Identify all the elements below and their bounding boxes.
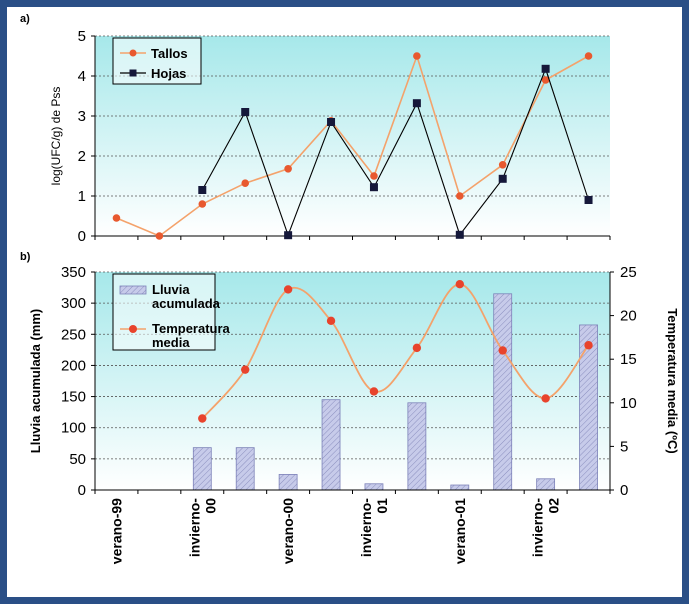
x-tick-label: 02 bbox=[546, 498, 562, 514]
series-temperatura-point bbox=[327, 317, 335, 325]
x-tick-label: verano-99 bbox=[109, 498, 125, 564]
plot-b-y2-tick-label: 5 bbox=[620, 438, 628, 455]
series-hojas-point bbox=[413, 99, 421, 107]
plot-b-y2-tick-label: 10 bbox=[620, 395, 637, 412]
plot-a-y-tick-label: 0 bbox=[78, 228, 86, 245]
x-tick-label: verano-01 bbox=[452, 498, 468, 564]
plot-b-x-tick-labels: verano-99 invierno- 00 verano-00 invierno- 01… bbox=[109, 498, 562, 565]
plot-a-y-tick-label: 5 bbox=[78, 28, 86, 45]
series-temperatura-point bbox=[370, 387, 378, 395]
series-temperatura-point bbox=[198, 414, 206, 422]
bar-lluvia bbox=[322, 400, 340, 490]
bar-lluvia bbox=[236, 448, 254, 490]
bar-lluvia bbox=[365, 484, 383, 490]
plot-b-y2-tick-label: 0 bbox=[620, 482, 628, 499]
panel-b-label: b) bbox=[20, 251, 31, 263]
plot-b-y2-tick-label: 15 bbox=[620, 351, 637, 368]
series-tallos-point bbox=[284, 165, 292, 173]
plot-b-y-tick-label: 250 bbox=[61, 326, 86, 343]
x-tick-label: verano-00 bbox=[280, 498, 296, 564]
bar-lluvia bbox=[193, 448, 211, 490]
series-tallos-point bbox=[198, 200, 206, 208]
series-tallos-point bbox=[456, 192, 464, 200]
series-temperatura-point bbox=[499, 346, 507, 354]
plot-a-y-tick-label: 4 bbox=[78, 68, 86, 85]
series-temperatura-point bbox=[541, 394, 549, 402]
x-tick-label: 00 bbox=[202, 498, 218, 514]
series-hojas-point bbox=[585, 196, 593, 204]
plot-b-y2-label: Temperatura media (ºC) bbox=[665, 308, 680, 453]
plot-b-y-tick-label: 300 bbox=[61, 295, 86, 312]
panel-b: b) 0 50 100 150 200 250 300 350 0 5 10 15 20 25 veran… bbox=[20, 251, 680, 564]
legend-lluvia-swatch bbox=[120, 286, 146, 294]
series-tallos-point bbox=[370, 172, 378, 180]
x-tick-label: invierno- bbox=[530, 498, 546, 557]
plot-b-y-tick-label: 50 bbox=[69, 451, 86, 468]
series-tallos-point bbox=[113, 214, 121, 222]
legend-hojas-label: Hojas bbox=[151, 66, 186, 81]
series-tallos-point bbox=[156, 232, 164, 240]
series-hojas-point bbox=[241, 108, 249, 116]
series-tallos-point bbox=[499, 161, 507, 169]
plot-b-legend: Lluvia acumulada Temperatura media bbox=[113, 274, 231, 350]
series-hojas-point bbox=[327, 118, 335, 126]
bar-lluvia bbox=[451, 485, 469, 490]
bar-lluvia bbox=[494, 294, 512, 490]
series-hojas-point bbox=[198, 186, 206, 194]
legend-lluvia-label-line1: Lluvia bbox=[152, 282, 190, 297]
plot-b-y2-tick-label: 20 bbox=[620, 308, 637, 325]
panel-a: a) 0 1 2 3 4 5 log(UFC/g) de Pss Tallos Hojas bbox=[20, 13, 610, 245]
plot-a-y-tick-label: 2 bbox=[78, 148, 86, 165]
legend-lluvia-label-line2: acumulada bbox=[152, 296, 221, 311]
series-tallos-point bbox=[413, 52, 421, 60]
plot-b-y-tick-label: 350 bbox=[61, 264, 86, 281]
bar-lluvia bbox=[537, 479, 555, 490]
plot-a-legend: Tallos Hojas bbox=[113, 38, 201, 84]
plot-b-y-tick-label: 0 bbox=[78, 482, 86, 499]
bar-lluvia bbox=[408, 403, 426, 490]
series-tallos-point bbox=[585, 52, 593, 60]
series-temperatura-point bbox=[284, 285, 292, 293]
legend-temperatura-label-line1: Temperatura bbox=[152, 321, 231, 336]
legend-tallos-marker bbox=[130, 50, 137, 57]
plot-b-y-tick-label: 200 bbox=[61, 357, 86, 374]
plot-b-y-tick-label: 150 bbox=[61, 389, 86, 406]
series-temperatura-point bbox=[413, 344, 421, 352]
series-hojas-point bbox=[284, 231, 292, 239]
legend-tallos-label: Tallos bbox=[151, 46, 188, 61]
series-hojas-point bbox=[370, 183, 378, 191]
x-tick-label: 01 bbox=[374, 498, 390, 514]
series-tallos-point bbox=[241, 179, 249, 187]
series-temperatura-point bbox=[584, 341, 592, 349]
plot-b-y-tick-label: 100 bbox=[61, 420, 86, 437]
legend-temperatura-label-line2: media bbox=[152, 335, 190, 350]
x-tick-label: invierno- bbox=[186, 498, 202, 557]
legend-hojas-marker bbox=[130, 70, 137, 77]
series-hojas-point bbox=[542, 65, 550, 73]
plot-b-y-label: Lluvia acumulada (mm) bbox=[28, 309, 43, 453]
plot-a-y-label: log(UFC/g) de Pss bbox=[49, 87, 63, 186]
bar-lluvia bbox=[279, 474, 297, 490]
x-tick-label: invierno- bbox=[358, 498, 374, 557]
bar-lluvia bbox=[580, 325, 598, 490]
series-hojas-point bbox=[499, 175, 507, 183]
panel-a-label: a) bbox=[20, 13, 30, 25]
plot-b-y2-tick-label: 25 bbox=[620, 264, 637, 281]
series-hojas-point bbox=[456, 231, 464, 239]
series-temperatura-point bbox=[456, 280, 464, 288]
plot-a-y-tick-label: 1 bbox=[78, 188, 86, 205]
legend-temperatura-marker bbox=[129, 325, 137, 333]
plot-a-y-tick-label: 3 bbox=[78, 108, 86, 125]
series-temperatura-point bbox=[241, 365, 249, 373]
